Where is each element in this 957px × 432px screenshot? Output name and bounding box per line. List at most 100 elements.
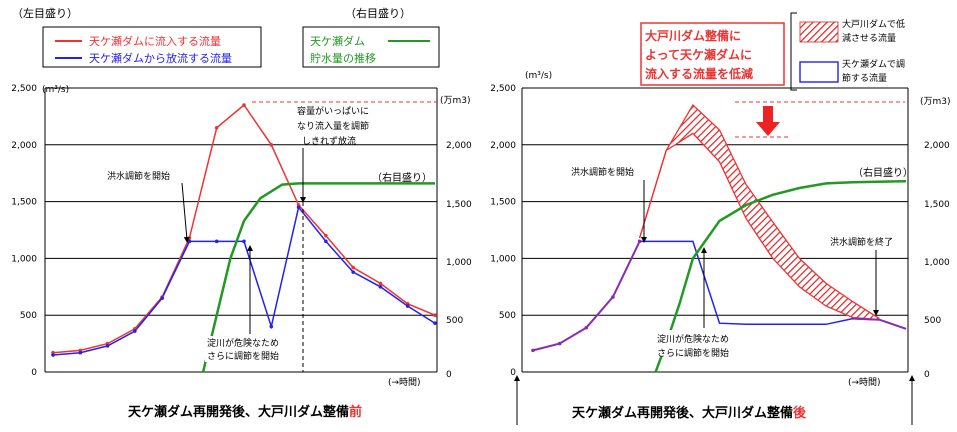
- storage-line: [654, 179, 907, 373]
- left-grid: [44, 87, 438, 373]
- overlap-tail-line: [852, 317, 907, 330]
- left-series: [51, 103, 437, 373]
- annot-yodo-1: 淀川が危険なため: [207, 337, 279, 349]
- annot-right-scale-r: （右目盛り）: [853, 166, 913, 179]
- right-unit: (万m3): [440, 96, 471, 106]
- y-tick-label: 1,000: [490, 254, 516, 264]
- right-x-label: (→時間): [848, 377, 881, 388]
- legend-outflow-label: 天ケ瀬ダムから放流する流量: [89, 51, 232, 65]
- chart-right: 大戸川ダム整備に よって天ケ瀬ダムに 流入する流量を低減 大戸川ダムで低 減させ…: [490, 12, 951, 425]
- annot-full-1: 容量がいっぱいに: [297, 105, 369, 117]
- right-axis-group-label: （右目盛り）: [345, 6, 411, 20]
- y-tick-label: 2,500: [11, 84, 37, 94]
- outflow-point: [433, 321, 437, 325]
- callout-line-2: よって天ケ瀬ダムに: [645, 47, 752, 62]
- overlap-point: [584, 325, 589, 330]
- inflow-point: [242, 103, 246, 107]
- annot-start-r: 洪水調節を開始: [571, 166, 634, 178]
- right-tick-label: 0: [924, 370, 930, 380]
- annot-yodo-r-1: 淀川が危険なため: [657, 333, 729, 345]
- callout-line-1: 大戸川ダム整備に: [645, 28, 741, 43]
- annot-yodo-2: さらに調節を開始: [207, 350, 279, 362]
- outflow-point: [324, 239, 328, 244]
- inflow-point: [433, 313, 437, 318]
- outflow-point: [296, 205, 301, 210]
- outflow-point: [214, 239, 219, 244]
- y-tick-label: 1,500: [11, 198, 37, 208]
- outflow-point: [187, 239, 192, 244]
- left-chart-title: 天ケ瀬ダム再開発後、大戸川ダム整備前: [128, 404, 362, 420]
- annot-full-2: なり流入量を調節: [297, 120, 369, 132]
- right-tick-label: 500: [924, 316, 941, 326]
- overlap-point: [557, 341, 562, 346]
- outflow-point: [351, 270, 355, 274]
- overlap-line: [532, 240, 641, 352]
- right-tick-label: 500: [446, 316, 463, 326]
- outflow-point: [242, 239, 246, 244]
- y-tick-label: 1,500: [490, 198, 516, 208]
- left-y-ticks: 2,500 2,000 1,500 1,000 500 0: [11, 84, 37, 378]
- y-tick-label: 2,000: [11, 141, 37, 151]
- annot-yodo-r-2: さらに調節を開始: [657, 347, 729, 359]
- legend-blue-swatch: [799, 61, 839, 83]
- outflow-point: [51, 353, 55, 357]
- right-tick-label: 2,000: [446, 141, 472, 151]
- right-tick-label: 1,500: [924, 200, 950, 210]
- annot-start: 洪水調節を開始: [107, 170, 170, 182]
- reduction-arrow-icon: [756, 106, 780, 136]
- inflow-before-line: [638, 103, 880, 320]
- annot-start-arrow: [181, 182, 190, 243]
- legend-inflow-label: 天ケ瀬ダムに流入する流量: [89, 34, 221, 48]
- y-tick-label: 0: [31, 368, 37, 378]
- outflow-point: [160, 296, 164, 300]
- legend-hatch-swatch: [799, 21, 839, 43]
- right-chart-left-unit: (m³/s): [525, 71, 552, 81]
- overlap-point: [611, 295, 615, 299]
- y-tick-label: 500: [20, 311, 37, 321]
- right-tick-label: 2,000: [924, 141, 950, 151]
- legend-left-box: [42, 26, 262, 68]
- right-series: [531, 103, 907, 373]
- right-grid: [521, 87, 909, 373]
- inflow-after-line: [638, 132, 880, 321]
- legend-blue-label-1: 天ケ瀬ダムで調: [842, 58, 905, 70]
- callout-line-3: 流入する流量を低減: [645, 66, 753, 81]
- left-axis-group-label: （左目盛り）: [12, 6, 78, 20]
- callout-box: [640, 22, 785, 86]
- legend-hatch-label-2: 減させる流量: [842, 32, 896, 44]
- outflow-point: [405, 304, 410, 308]
- legend-blue-label-2: 節する流量: [842, 72, 887, 84]
- legend-right-bracket: [790, 12, 797, 91]
- inflow-point: [378, 281, 383, 286]
- overlap-point: [531, 348, 535, 353]
- overlap-point: [637, 239, 642, 244]
- legend-storage-box: [302, 26, 440, 68]
- y-tick-label: 500: [499, 311, 516, 321]
- annot-full-3: しきれず放流: [302, 135, 356, 147]
- right-tick-label: 1,500: [446, 200, 472, 210]
- y-tick-label: 2,500: [490, 84, 516, 94]
- right-chart-y-ticks: 2,500 2,000 1,500 1,000 500 0: [490, 84, 516, 378]
- chart-left: （左目盛り） （右目盛り） 天ケ瀬ダムに流入する流量 天ケ瀬ダムから放流する流量…: [11, 6, 472, 420]
- annot-right-scale: （右目盛り）: [372, 171, 432, 184]
- left-right-ticks: 2,000 1,500 1,000 500 0: [446, 141, 472, 380]
- legend-storage-sub: 貯水量の推移: [310, 51, 376, 65]
- legend-storage-label: 天ケ瀬ダム: [310, 34, 365, 48]
- y-tick-label: 1,000: [11, 254, 37, 264]
- annot-yodo-r-box: [655, 330, 751, 356]
- storage-line: [201, 182, 435, 373]
- outflow-point: [269, 324, 274, 329]
- right-chart-right-unit: (万m3): [920, 97, 951, 107]
- inflow-point: [351, 265, 355, 270]
- y-tick-label: 0: [510, 368, 516, 378]
- right-tick-label: 0: [446, 370, 452, 380]
- left-unit: (m³/s): [42, 85, 69, 95]
- annot-end: 洪水調節を終了: [830, 236, 893, 248]
- right-tick-label: 1,000: [924, 258, 950, 268]
- inflow-point: [269, 143, 274, 147]
- reduction-area: [666, 105, 880, 320]
- legend-hatch-label-1: 大戸川ダムで低: [842, 18, 905, 30]
- outflow-point: [133, 329, 137, 333]
- right-chart-right-ticks: 2,000 1,500 1,000 500 0: [924, 141, 950, 380]
